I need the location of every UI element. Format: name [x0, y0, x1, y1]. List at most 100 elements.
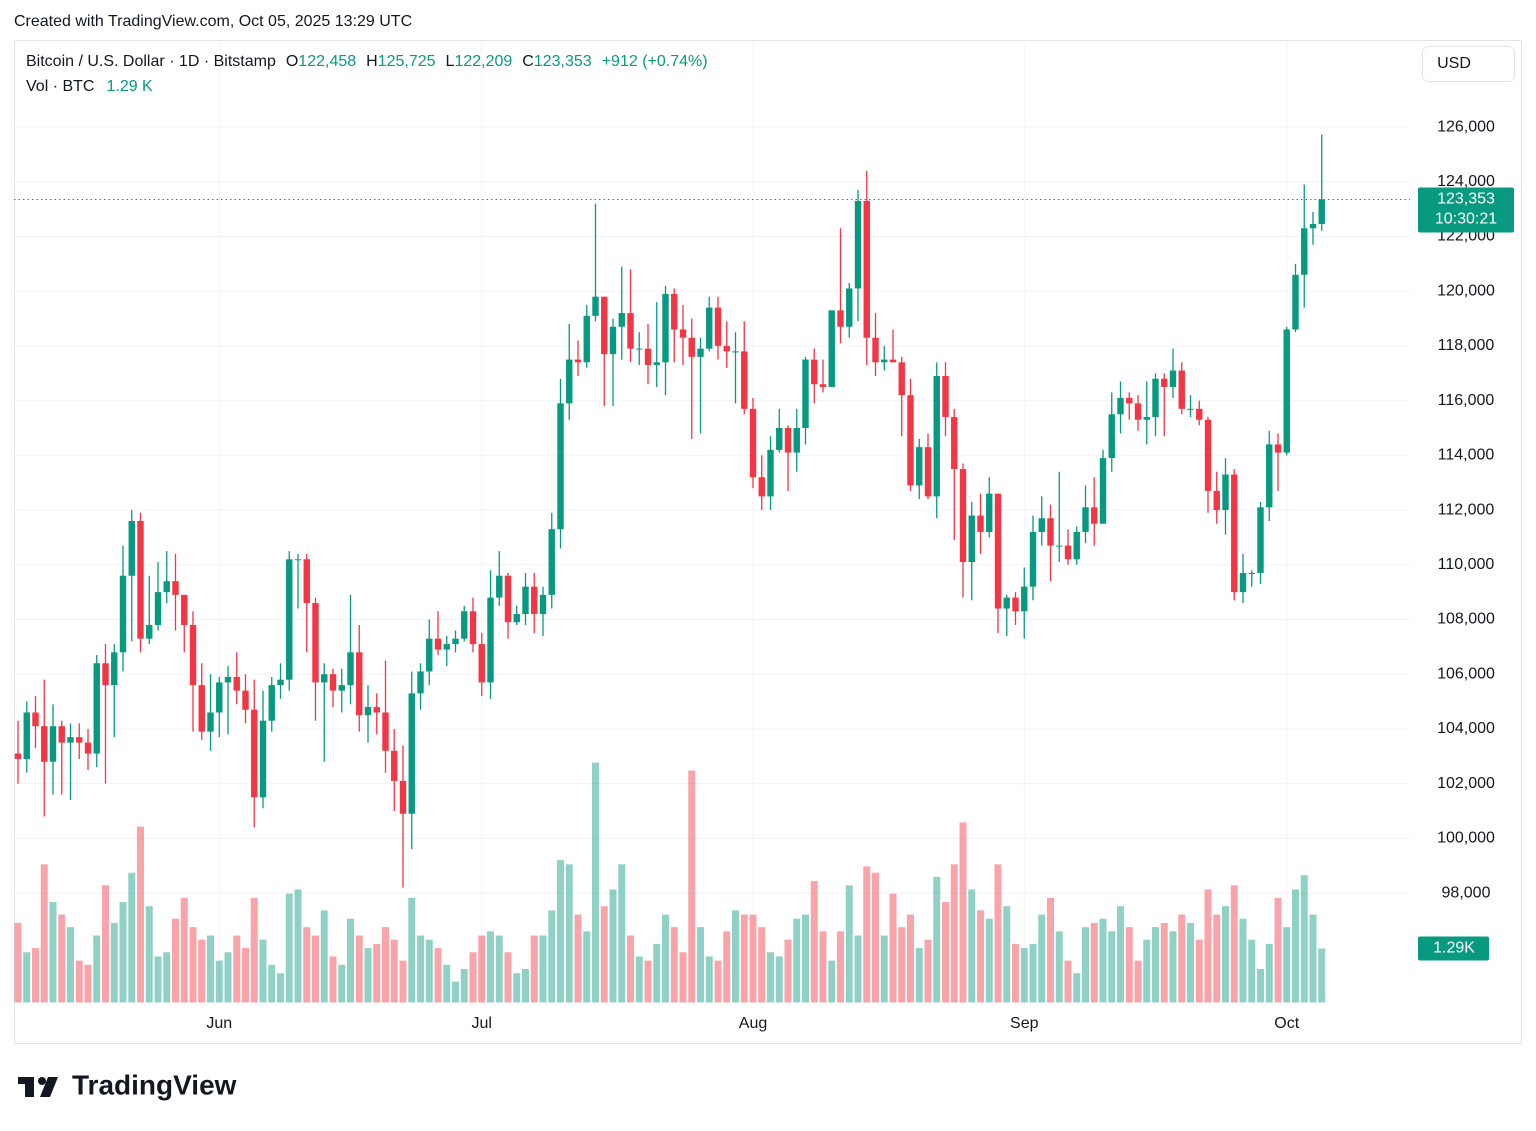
candle-body	[137, 521, 144, 639]
candle-body	[1169, 370, 1177, 387]
candle-body	[986, 493, 993, 532]
volume-bar	[1160, 922, 1168, 1003]
change: +912 (+0.74%)	[602, 53, 708, 70]
candle-body	[819, 384, 827, 387]
candle-body	[994, 493, 1002, 609]
candle-body	[1038, 518, 1045, 532]
ohlc-value: 125,725	[378, 53, 436, 70]
candle-body	[1257, 507, 1264, 573]
candle-body	[706, 307, 713, 349]
candle-body	[84, 742, 92, 754]
volume-bar	[1047, 897, 1054, 1003]
volume-bar	[600, 906, 608, 1003]
volume-bar	[1318, 948, 1326, 1003]
volume-bar	[1248, 939, 1256, 1003]
candle-body	[898, 362, 905, 396]
candle-body	[58, 726, 65, 743]
volume-bar	[994, 864, 1002, 1003]
volume-bar	[635, 956, 643, 1003]
candle-body	[417, 671, 424, 694]
volume-bar	[1222, 906, 1229, 1003]
candle-body	[426, 638, 433, 672]
candle-body	[1056, 545, 1063, 547]
candle-body	[329, 674, 337, 691]
volume-bar	[1195, 939, 1203, 1003]
candle-body	[1187, 408, 1194, 410]
candle-body	[14, 753, 22, 760]
candle-body	[49, 726, 57, 762]
volume-bar	[1090, 922, 1098, 1003]
currency-button[interactable]	[1422, 46, 1515, 82]
currency[interactable]: USD	[1437, 55, 1471, 72]
volume-bar	[565, 864, 573, 1003]
candle-body	[128, 521, 135, 576]
volume-bar	[1064, 960, 1072, 1003]
volume-bar	[40, 864, 48, 1003]
candle-body	[32, 712, 39, 727]
candle-body	[233, 676, 240, 691]
volume-legend: Vol · BTC 1.29 K	[26, 78, 153, 95]
candle-body	[916, 447, 923, 486]
ohlc-value: 122,458	[298, 53, 356, 70]
volume-bar	[819, 931, 827, 1003]
volume-bar	[1300, 875, 1308, 1003]
y-tick-label: 108,000	[1437, 611, 1495, 628]
candle-body	[723, 345, 730, 352]
volume-bar	[119, 902, 127, 1003]
volume-bar	[137, 826, 144, 1003]
volume-bar	[977, 910, 984, 1003]
candle-body	[609, 326, 617, 355]
volume-bar	[854, 935, 862, 1003]
candle-body	[294, 559, 302, 561]
candle-body	[1292, 274, 1299, 330]
brand: TradingView	[72, 1069, 237, 1100]
volume-bar	[880, 935, 888, 1003]
volume-bar	[93, 935, 101, 1003]
candle-body	[1029, 531, 1037, 587]
candle-body	[1283, 329, 1290, 453]
y-tick-label: 112,000	[1438, 501, 1495, 518]
candle-body	[1143, 417, 1150, 420]
candle-body	[259, 720, 267, 798]
candle-body	[653, 362, 660, 366]
y-tick-label: 120,000	[1437, 282, 1495, 299]
volume-value: 1.29 K	[106, 78, 153, 95]
volume-bar	[49, 902, 57, 1003]
volume-bar	[784, 939, 792, 1003]
candle-body	[154, 592, 162, 625]
volume-bar	[530, 935, 538, 1003]
candle-body	[399, 780, 407, 814]
volume-bar	[1152, 927, 1159, 1003]
volume-bar	[408, 897, 416, 1003]
volume-bar	[688, 770, 696, 1003]
candle-body	[513, 614, 520, 623]
candle-body	[356, 652, 363, 716]
candle-body	[1231, 474, 1238, 593]
candle-body	[1309, 223, 1317, 229]
volume-bar	[583, 931, 591, 1003]
volume-bar	[732, 910, 739, 1003]
candle-body	[216, 682, 223, 713]
candle-body	[741, 351, 748, 409]
candle-body	[1178, 370, 1185, 409]
volume-bar	[644, 960, 652, 1003]
volume-bar	[1099, 918, 1107, 1003]
candle-body	[531, 586, 538, 615]
candle-body	[636, 348, 643, 350]
volume-bar	[172, 918, 179, 1003]
candle-body	[1117, 397, 1124, 415]
candle-body	[1108, 414, 1115, 459]
volume-bar	[679, 952, 687, 1003]
volume-bar	[399, 960, 407, 1003]
candle-body	[749, 408, 757, 478]
volume-bar	[1274, 897, 1282, 1003]
symbol-legend: Bitcoin / U.S. Dollar · 1D · Bitstamp O12…	[26, 53, 708, 70]
candle-body	[189, 624, 197, 686]
candle-body	[496, 575, 503, 598]
volume-bar	[303, 927, 311, 1003]
candle-body	[714, 307, 722, 346]
candle-body	[933, 376, 940, 497]
candle-body	[784, 427, 792, 453]
volume-bar	[627, 935, 634, 1003]
